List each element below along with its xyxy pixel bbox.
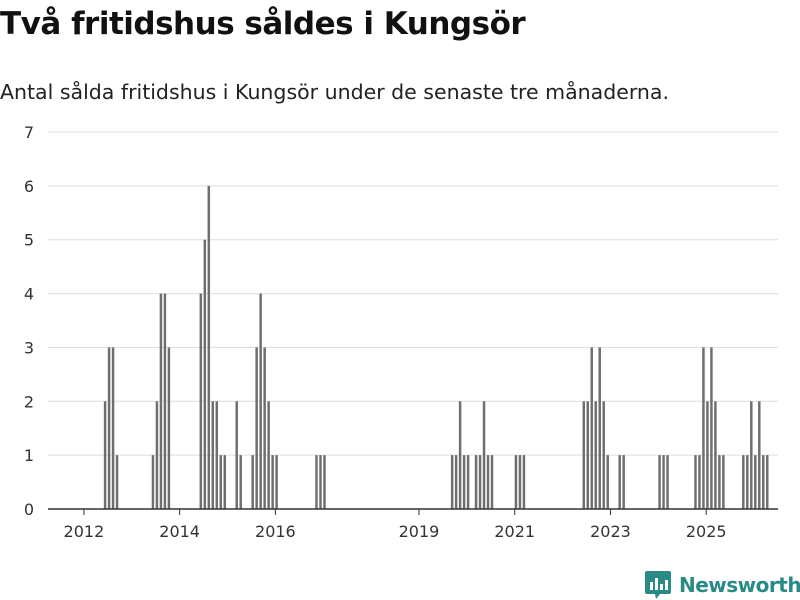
bar: [239, 455, 242, 509]
bar: [602, 401, 605, 509]
bar: [466, 455, 470, 509]
x-tick-label: 2016: [255, 522, 296, 541]
bar: [271, 455, 274, 509]
bar: [111, 347, 115, 509]
x-tick-label: 2025: [686, 522, 727, 541]
newsworthy-brand: Newsworthy: [645, 570, 800, 600]
bar: [766, 455, 769, 509]
bar: [482, 401, 486, 509]
x-tick-label: 2021: [494, 522, 535, 541]
bar: [159, 293, 163, 509]
y-tick-label: 1: [24, 446, 34, 465]
bar: [582, 401, 586, 509]
bar: [458, 401, 462, 509]
bar: [702, 347, 705, 509]
bar: [203, 239, 207, 509]
newsworthy-logo-icon: [645, 571, 671, 599]
bar: [518, 455, 522, 509]
bar: [478, 455, 482, 509]
bar: [618, 455, 621, 509]
bar: [207, 185, 211, 509]
y-tick-label: 7: [24, 123, 34, 142]
x-axis-tick-labels: 2012 2014 2016 2019 2021 2023 2025: [64, 509, 727, 541]
bar: [259, 293, 262, 509]
x-tick-label: 2019: [399, 522, 440, 541]
bars: [103, 185, 769, 509]
bar: [267, 401, 270, 509]
bar: [235, 401, 238, 509]
x-tick-label: 2012: [64, 522, 105, 541]
bar: [219, 455, 223, 509]
bar: [215, 401, 219, 509]
bar: [450, 455, 454, 509]
bar: [255, 347, 258, 509]
bar: [758, 401, 761, 509]
bar: [666, 455, 669, 509]
bar: [263, 347, 266, 509]
bar: [710, 347, 713, 509]
bar: [115, 455, 119, 509]
y-tick-label: 3: [24, 338, 34, 357]
bar: [706, 401, 709, 509]
y-tick-label: 4: [24, 285, 34, 304]
bar: [462, 455, 466, 509]
bar: [722, 455, 725, 509]
bar: [586, 401, 589, 509]
y-tick-label: 5: [24, 231, 34, 250]
bar: [662, 455, 665, 509]
bar: [658, 455, 661, 509]
bar: [622, 455, 625, 509]
y-axis-tick-labels: 0 1 2 3 4 5 6 7: [24, 123, 34, 519]
bar: [762, 455, 765, 509]
bar: [486, 455, 490, 509]
bar: [514, 455, 518, 509]
bar: [714, 401, 717, 509]
bar: [594, 401, 597, 509]
bar: [211, 401, 215, 509]
bar: [474, 455, 478, 509]
bar: [163, 293, 167, 509]
bar: [167, 347, 171, 509]
y-tick-label: 6: [24, 177, 34, 196]
bar: [315, 455, 318, 509]
bar: [606, 455, 609, 509]
bar: [107, 347, 111, 509]
y-tick-label: 0: [24, 500, 34, 519]
bar: [490, 455, 494, 509]
bar: [103, 401, 107, 509]
bar: [698, 455, 701, 509]
y-tick-label: 2: [24, 392, 34, 411]
bar: [275, 455, 278, 509]
bar: [598, 347, 601, 509]
bar: [155, 401, 159, 509]
page-title: Två fritidshus såldes i Kungsör: [0, 6, 526, 42]
bar: [223, 455, 226, 509]
bar: [151, 455, 155, 509]
bar: [251, 455, 254, 509]
bar: [323, 455, 326, 509]
bar: [454, 455, 458, 509]
bar: [750, 401, 753, 509]
brand-name: Newsworthy: [679, 573, 800, 597]
page-subtitle: Antal sålda fritidshus i Kungsör under d…: [0, 80, 669, 104]
bar: [199, 293, 203, 509]
bar: [522, 455, 526, 509]
bar: [319, 455, 322, 509]
bar: [694, 455, 697, 509]
bar: [742, 455, 745, 509]
x-tick-label: 2023: [590, 522, 631, 541]
bar: [718, 455, 721, 509]
bar: [746, 455, 749, 509]
bar: [590, 347, 593, 509]
x-tick-label: 2014: [159, 522, 200, 541]
bar: [754, 455, 757, 509]
